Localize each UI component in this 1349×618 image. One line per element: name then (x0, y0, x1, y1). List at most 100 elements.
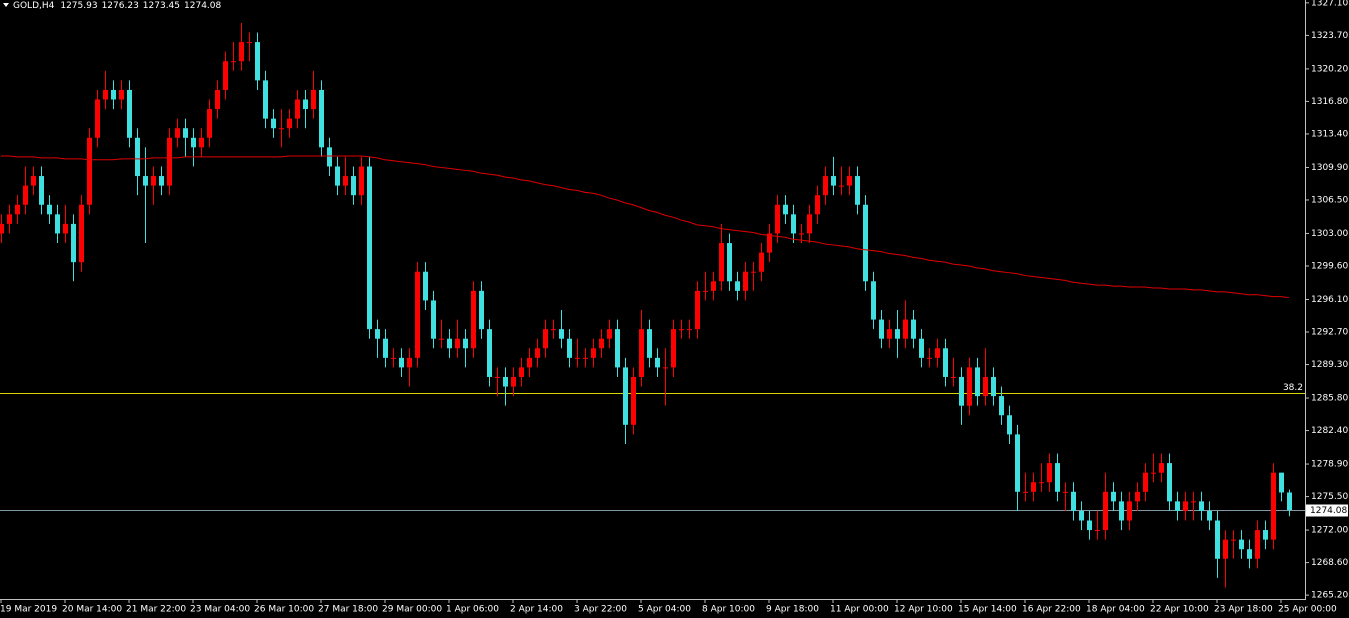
candle-body (103, 89, 108, 100)
candle-body (1151, 472, 1156, 474)
candle-body (967, 367, 972, 406)
candle-body (975, 367, 980, 397)
y-tick-label: 1320.20 (1311, 64, 1348, 74)
x-tick-label: 8 Apr 10:00 (702, 605, 755, 615)
candle-body (255, 42, 260, 81)
candle-body (1159, 463, 1164, 473)
candle-body (887, 329, 892, 339)
x-tick-label: 29 Mar 00:00 (382, 605, 442, 615)
candle-body (919, 338, 924, 358)
y-tick-label: 1278.90 (1311, 460, 1348, 470)
candle-body (639, 329, 644, 377)
candle-body (847, 176, 852, 186)
candle-body (143, 176, 148, 186)
y-tick-label: 1316.80 (1311, 97, 1348, 107)
x-tick-label: 26 Mar 10:00 (254, 605, 314, 615)
candle-body (1071, 491, 1076, 511)
candle-body (87, 137, 92, 205)
candle-body (1175, 501, 1180, 511)
candle-body (263, 80, 268, 119)
candle-body (1031, 482, 1036, 492)
candle-body (391, 357, 396, 359)
candle-body (807, 214, 812, 234)
x-tick-label: 27 Mar 18:00 (318, 605, 378, 615)
candle-body (615, 329, 620, 368)
candle-body (559, 329, 564, 339)
candle-body (295, 99, 300, 119)
candle-body (655, 357, 660, 368)
candle-body (455, 338, 460, 349)
candle-body (335, 166, 340, 186)
candle-body (631, 376, 636, 425)
candle-body (775, 204, 780, 234)
candle-body (727, 243, 732, 282)
x-tick-label: 25 Apr 00:00 (1278, 605, 1337, 615)
x-tick-label: 18 Apr 04:00 (1086, 605, 1145, 615)
candle-body (703, 290, 708, 292)
candle-body (855, 176, 860, 205)
candle-body (1191, 501, 1196, 503)
candle-body (783, 204, 788, 215)
menu-arrow[interactable] (3, 3, 9, 7)
candle-body (1079, 510, 1084, 521)
y-tick-label: 1282.40 (1311, 426, 1348, 436)
candle-body (359, 166, 364, 196)
candle-body (663, 367, 668, 369)
candle-body (303, 99, 308, 110)
y-tick-label: 1289.30 (1311, 360, 1348, 370)
candle-body (1239, 539, 1244, 550)
candle-body (343, 176, 348, 186)
candle-body (879, 319, 884, 339)
x-tick-label: 19 Mar 2019 (0, 605, 57, 615)
candle-body (1167, 463, 1172, 502)
candle-body (607, 329, 612, 339)
candle-body (767, 233, 772, 253)
candle-body (983, 376, 988, 397)
candle-body (327, 147, 332, 167)
candle-body (1287, 492, 1292, 511)
candle-body (951, 376, 956, 378)
level-label: 38.2 (1283, 383, 1303, 393)
candle-body (271, 118, 276, 129)
candle-body (927, 357, 932, 359)
candle-body (183, 128, 188, 138)
candle-body (863, 204, 868, 282)
candle-body (351, 176, 356, 196)
candle-body (199, 137, 204, 148)
candle-body (127, 89, 132, 138)
candle-body (1255, 530, 1260, 559)
candle-body (1055, 463, 1060, 492)
candle-body (583, 357, 588, 359)
candle-body (671, 329, 676, 368)
candle-body (231, 61, 236, 63)
candle-body (839, 185, 844, 187)
candle-body (551, 329, 556, 331)
candle-body (831, 176, 836, 186)
candle-body (943, 348, 948, 377)
last-low: 1273.45 (143, 1, 180, 11)
plot: 38.2 (0, 22, 1305, 588)
y-tick-label: 1275.50 (1311, 492, 1348, 502)
candle-body (95, 99, 100, 138)
x-tick-label: 3 Apr 22:00 (574, 605, 627, 615)
candle-body (415, 271, 420, 358)
candle-body (1223, 539, 1228, 559)
candle-body (207, 109, 212, 138)
candle-body (39, 176, 44, 205)
candle-body (687, 329, 692, 331)
candle-body (407, 357, 412, 368)
candle-body (423, 271, 428, 301)
candle-body (999, 396, 1004, 416)
x-tick-label: 9 Apr 18:00 (766, 605, 819, 615)
y-tick-label: 1299.60 (1311, 261, 1348, 271)
candle-body (1127, 501, 1132, 521)
x-tick-label: 5 Apr 04:00 (638, 605, 691, 615)
y-tick-label: 1309.90 (1311, 163, 1348, 173)
y-tick-label: 1323.70 (1311, 31, 1348, 41)
candle-body (1135, 491, 1140, 502)
candle-body (719, 243, 724, 282)
candle-body (511, 376, 516, 387)
candle-body (215, 89, 220, 110)
candle-body (735, 281, 740, 291)
